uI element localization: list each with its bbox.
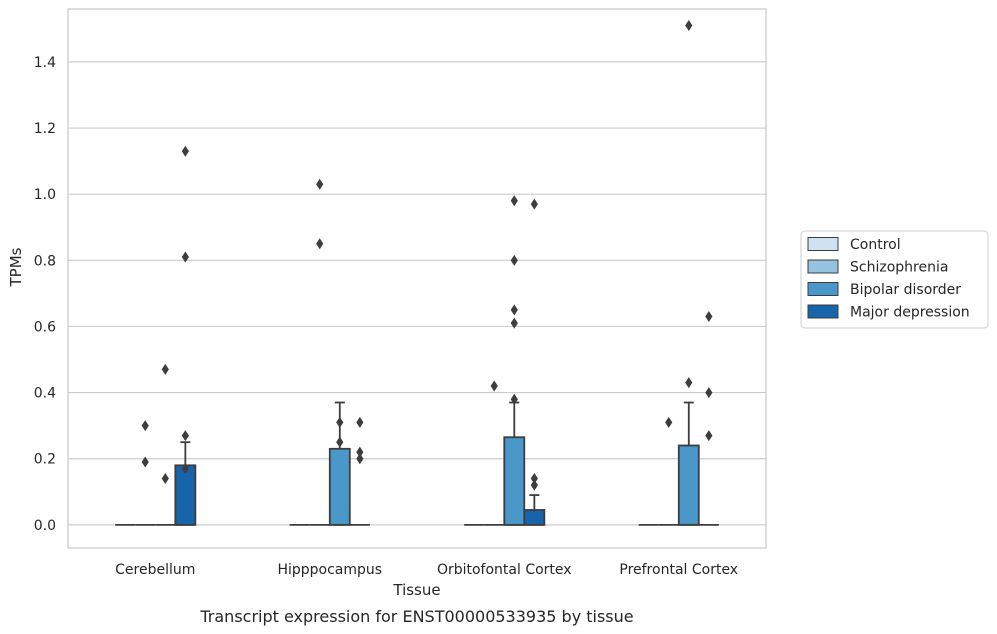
outlier-point xyxy=(705,430,713,442)
outlier-point xyxy=(705,387,713,399)
legend-swatch xyxy=(807,237,839,251)
outlier-point xyxy=(510,254,518,266)
outlier-point xyxy=(356,446,364,458)
outlier-point xyxy=(685,377,693,389)
y-tick-label: 1.0 xyxy=(34,187,56,203)
outlier-point xyxy=(181,430,189,442)
outlier-point xyxy=(530,479,538,491)
box-group xyxy=(503,195,526,526)
y-axis-ticks: 0.0 0.2 0.4 0.6 0.8 1.0 1.2 1.4 xyxy=(34,55,56,534)
box-group xyxy=(698,311,719,526)
legend-swatch xyxy=(807,282,839,296)
outlier-point xyxy=(665,416,673,428)
outlier-point xyxy=(490,380,498,392)
outlier-point xyxy=(181,145,189,157)
box xyxy=(523,509,546,526)
y-tick-label: 0.2 xyxy=(34,452,56,468)
legend-frame xyxy=(800,230,989,329)
y-tick-label: 1.2 xyxy=(34,121,56,137)
x-axis-label: Tissue xyxy=(392,581,440,599)
x-axis-ticks: Cerebellum Hipppocampus Orbitofontal Corte… xyxy=(115,562,738,578)
legend-label: Bipolar disorder xyxy=(850,282,961,298)
x-tick-label: Prefrontal Cortex xyxy=(619,562,738,578)
outlier-point xyxy=(181,251,189,263)
box xyxy=(328,447,351,526)
box xyxy=(677,444,700,526)
outlier-point xyxy=(510,195,518,207)
box-group xyxy=(658,416,679,526)
outlier-point xyxy=(336,416,344,428)
x-tick-label: Cerebellum xyxy=(115,562,195,578)
outlier-point xyxy=(316,238,324,250)
legend-label: Control xyxy=(850,237,901,253)
y-tick-label: 1.4 xyxy=(34,55,56,71)
outlier-point xyxy=(161,473,169,485)
legend-label: Major depression xyxy=(850,305,970,321)
outlier-point xyxy=(181,463,189,475)
x-tick-label: Orbitofontal Cortex xyxy=(437,562,572,578)
legend-label: Schizophrenia xyxy=(850,260,948,276)
outlier-point xyxy=(141,456,149,468)
box-group xyxy=(174,145,197,526)
outlier-point xyxy=(510,304,518,316)
outlier-point xyxy=(530,198,538,210)
outlier-point xyxy=(356,453,364,465)
box-group xyxy=(328,401,351,526)
box-group xyxy=(309,178,330,526)
y-tick-label: 0.0 xyxy=(34,518,56,534)
legend: Control Schizophrenia Bipolar disorder Majo… xyxy=(800,230,989,329)
box-group xyxy=(523,198,546,526)
chart-caption: Transcript expression for ENST0000053393… xyxy=(199,607,633,626)
outlier-point xyxy=(510,393,518,405)
outlier-point xyxy=(161,363,169,375)
box-group xyxy=(484,380,505,526)
outlier-point xyxy=(316,178,324,190)
outlier-point xyxy=(685,20,693,32)
outlier-point xyxy=(510,317,518,329)
box-plot-marks xyxy=(115,20,719,526)
y-tick-label: 0.6 xyxy=(34,319,56,335)
legend-swatch xyxy=(807,304,839,319)
outlier-point xyxy=(530,473,538,485)
box-group xyxy=(677,20,700,526)
box xyxy=(503,436,526,526)
outlier-point xyxy=(141,420,149,432)
y-tick-label: 0.4 xyxy=(34,386,56,402)
legend-swatch xyxy=(807,259,839,274)
box-group xyxy=(349,416,370,526)
y-axis-label: TPMs xyxy=(7,247,25,287)
plot-frame xyxy=(67,8,767,549)
outlier-point xyxy=(705,311,713,323)
grid-lines xyxy=(68,61,766,526)
box-group xyxy=(155,363,176,526)
outlier-point xyxy=(356,416,364,428)
x-tick-label: Hipppocampus xyxy=(277,562,382,578)
box xyxy=(174,464,197,526)
y-tick-label: 0.8 xyxy=(34,253,56,269)
box-group xyxy=(135,420,156,526)
outlier-point xyxy=(336,436,344,448)
